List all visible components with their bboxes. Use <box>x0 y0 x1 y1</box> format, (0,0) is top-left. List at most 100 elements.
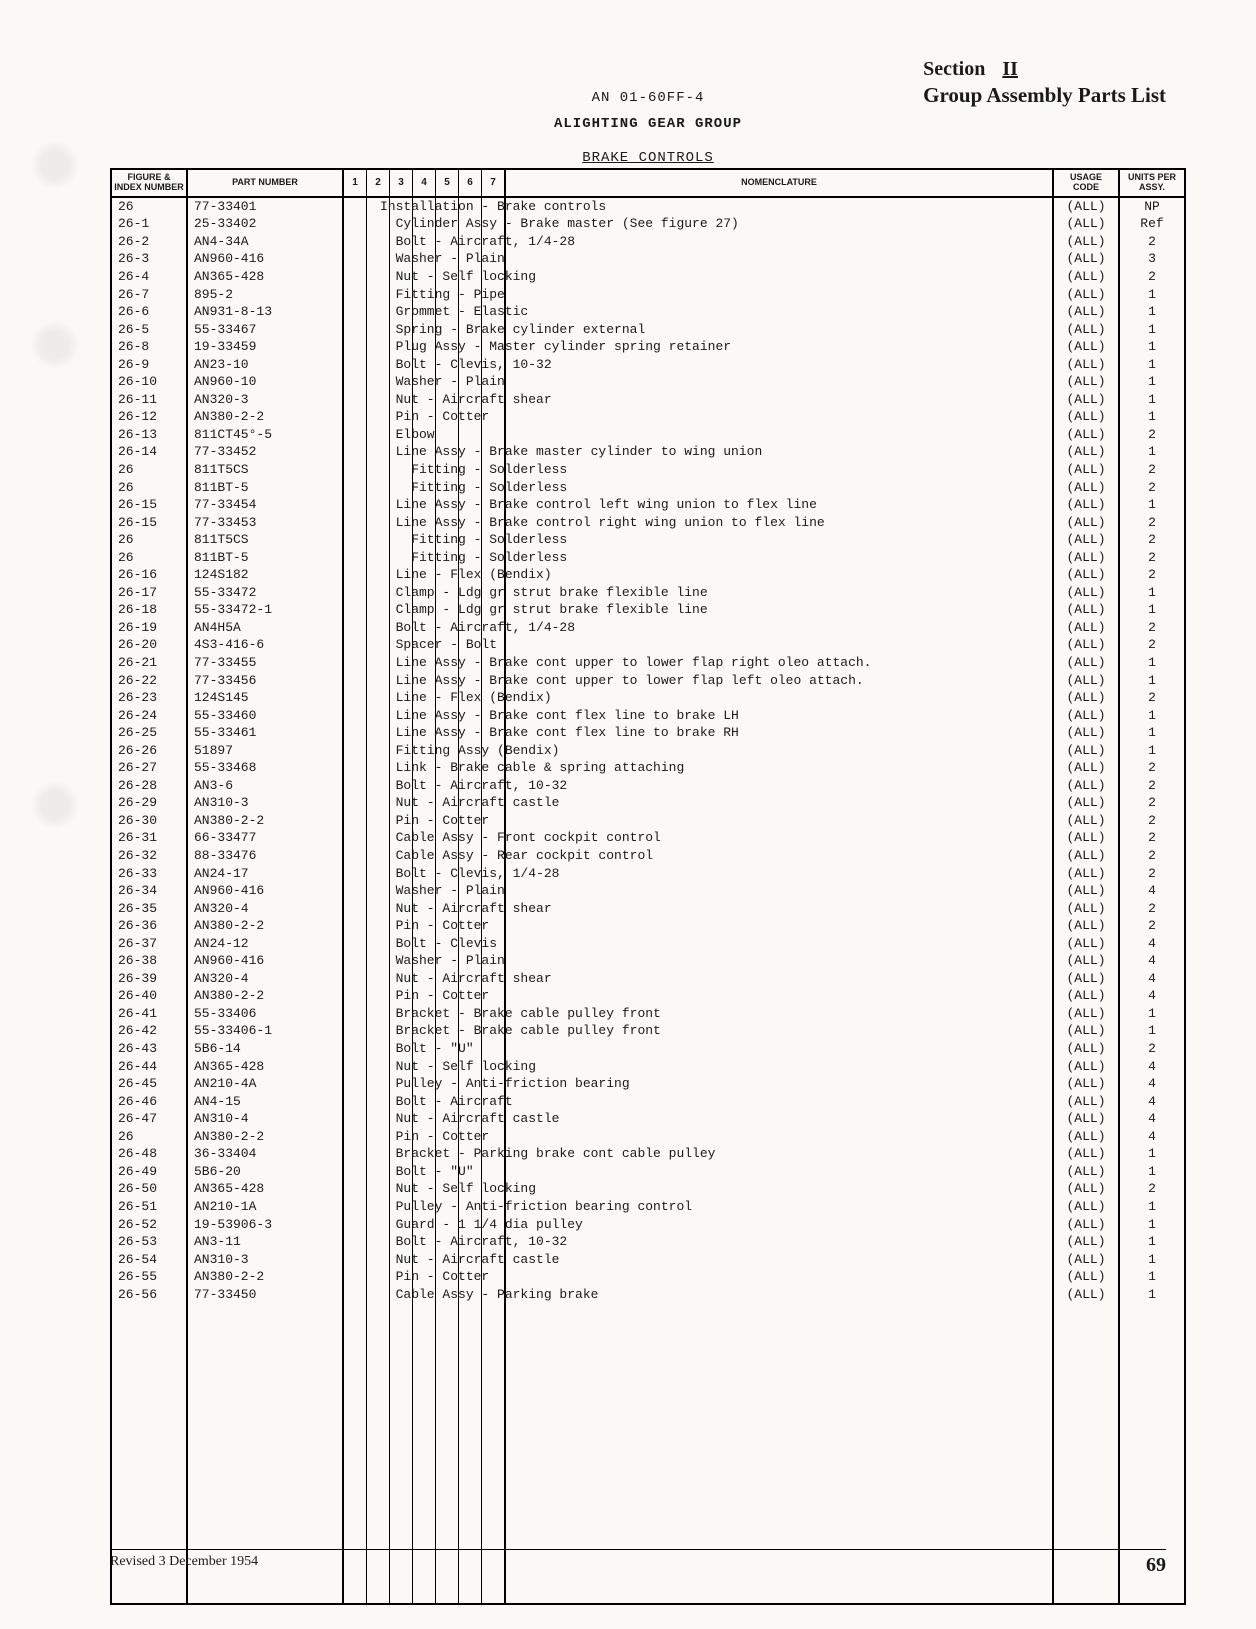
cell-nomenclature: Washer - Plain <box>379 882 927 900</box>
indent-guide <box>343 197 367 216</box>
cell-units: 1 <box>1119 286 1185 304</box>
cell-nomenclature: Line Assy - Brake control right wing uni… <box>379 514 927 532</box>
cell-part-number: 124S182 <box>187 566 343 584</box>
cell-figure-index: 26-9 <box>111 356 187 374</box>
cell-usage-code: (ALL) <box>1053 1163 1119 1181</box>
cell-usage-code: (ALL) <box>1053 303 1119 321</box>
cell-figure-index: 26-22 <box>111 672 187 690</box>
cell-usage-code: (ALL) <box>1053 689 1119 707</box>
cell-units: 4 <box>1119 1110 1185 1128</box>
cell-units: 1 <box>1119 584 1185 602</box>
cell-part-number: AN310-3 <box>187 794 343 812</box>
cell-nomenclature: Nut - Self locking <box>379 1058 927 1076</box>
cell-usage-code: (ALL) <box>1053 917 1119 935</box>
cell-nomenclature: Line Assy - Brake cont flex line to brak… <box>379 724 927 742</box>
cell-part-number: AN3-6 <box>187 777 343 795</box>
cell-figure-index: 26-42 <box>111 1022 187 1040</box>
cell-usage-code: (ALL) <box>1053 777 1119 795</box>
table-row: 26-1577-33454 Line Assy - Brake control … <box>111 496 1185 514</box>
cell-nomenclature: Nut - Aircraft castle <box>379 1110 927 1128</box>
indent-guide <box>343 1005 367 1023</box>
cell-units: 4 <box>1119 1058 1185 1076</box>
cell-usage-code: (ALL) <box>1053 970 1119 988</box>
cell-part-number: AN210-1A <box>187 1198 343 1216</box>
table-row: 26-13811CT45°-5 Elbow(ALL)2 <box>111 426 1185 444</box>
cell-usage-code: (ALL) <box>1053 531 1119 549</box>
cell-part-number: 77-33456 <box>187 672 343 690</box>
indent-guide <box>343 233 367 251</box>
cell-usage-code: (ALL) <box>1053 549 1119 567</box>
cell-figure-index: 26-33 <box>111 865 187 883</box>
cell-nomenclature: Nut - Aircraft shear <box>379 970 927 988</box>
cell-usage-code: (ALL) <box>1053 1093 1119 1111</box>
cell-nomenclature: Cable Assy - Parking brake <box>379 1286 927 1304</box>
indent-guide <box>343 1233 367 1251</box>
cell-units: 1 <box>1119 1268 1185 1286</box>
cell-part-number: 77-33455 <box>187 654 343 672</box>
indent-guide <box>343 917 367 935</box>
table-row: 26-2177-33455 Line Assy - Brake cont upp… <box>111 654 1185 672</box>
cell-units: 1 <box>1119 672 1185 690</box>
cell-part-number: 811BT-5 <box>187 549 343 567</box>
cell-part-number: AN310-4 <box>187 1110 343 1128</box>
cell-nomenclature: Nut - Self locking <box>379 268 927 286</box>
cell-figure-index: 26-50 <box>111 1180 187 1198</box>
cell-figure-index: 26-38 <box>111 952 187 970</box>
indent-guide <box>343 759 367 777</box>
col-indent-3: 3 <box>390 169 413 197</box>
table-row: 26-3288-33476 Cable Assy - Rear cockpit … <box>111 847 1185 865</box>
cell-usage-code: (ALL) <box>1053 1286 1119 1304</box>
cell-nomenclature: Grommet - Elastic <box>379 303 927 321</box>
table-row: 26-1477-33452 Line Assy - Brake master c… <box>111 443 1185 461</box>
cell-part-number: 77-33453 <box>187 514 343 532</box>
indent-guide <box>343 408 367 426</box>
table-row: 26-11AN320-3 Nut - Aircraft shear(ALL)1 <box>111 391 1185 409</box>
cell-units: 4 <box>1119 1075 1185 1093</box>
cell-nomenclature: Guard - 1 1/4 dia pulley <box>379 1216 927 1234</box>
indent-guide <box>343 865 367 883</box>
indent-guide <box>343 215 367 233</box>
cell-units: 1 <box>1119 303 1185 321</box>
cell-nomenclature: Bolt - Aircraft, 1/4-28 <box>379 233 927 251</box>
cell-units: 3 <box>1119 250 1185 268</box>
indent-guide <box>343 1110 367 1128</box>
cell-part-number: 55-33472 <box>187 584 343 602</box>
cell-figure-index: 26-51 <box>111 1198 187 1216</box>
cell-figure-index: 26-6 <box>111 303 187 321</box>
cell-usage-code: (ALL) <box>1053 1180 1119 1198</box>
cell-nomenclature: Pin - Cotter <box>379 917 927 935</box>
table-row: 26-2651897 Fitting Assy (Bendix)(ALL)1 <box>111 742 1185 760</box>
table-row: 26-19AN4H5A Bolt - Aircraft, 1/4-28(ALL)… <box>111 619 1185 637</box>
cell-usage-code: (ALL) <box>1053 742 1119 760</box>
cell-nomenclature: Nut - Aircraft shear <box>379 900 927 918</box>
indent-guide <box>343 777 367 795</box>
cell-nomenclature: Spring - Brake cylinder external <box>379 321 927 339</box>
cell-nomenclature: Bracket - Parking brake cont cable pulle… <box>379 1145 927 1163</box>
cell-usage-code: (ALL) <box>1053 479 1119 497</box>
section-line: Section II <box>923 58 1166 81</box>
col-indent-7: 7 <box>482 169 506 197</box>
cell-part-number: AN960-416 <box>187 952 343 970</box>
cell-usage-code: (ALL) <box>1053 1110 1119 1128</box>
indent-guide <box>343 321 367 339</box>
revised-date: Revised 3 December 1954 <box>110 1554 258 1577</box>
table-row: 26-10AN960-10 Washer - Plain(ALL)1 <box>111 373 1185 391</box>
cell-units: 2 <box>1119 531 1185 549</box>
cell-figure-index: 26-41 <box>111 1005 187 1023</box>
cell-figure-index: 26 <box>111 549 187 567</box>
hole-punch <box>30 780 80 830</box>
cell-usage-code: (ALL) <box>1053 426 1119 444</box>
cell-units: 2 <box>1119 812 1185 830</box>
cell-units: 2 <box>1119 268 1185 286</box>
col-indent-2: 2 <box>367 169 390 197</box>
cell-nomenclature: Line Assy - Brake master cylinder to win… <box>379 443 927 461</box>
indent-guide <box>343 426 367 444</box>
cell-nomenclature: Fitting - Solderless <box>379 479 927 497</box>
cell-figure-index: 26-29 <box>111 794 187 812</box>
cell-part-number: AN23-10 <box>187 356 343 374</box>
table-row: 26AN380-2-2 Pin - Cotter(ALL)4 <box>111 1128 1185 1146</box>
cell-part-number: 811T5CS <box>187 531 343 549</box>
cell-units: NP <box>1119 197 1185 216</box>
cell-nomenclature: Link - Brake cable & spring attaching <box>379 759 927 777</box>
cell-nomenclature: Line Assy - Brake cont upper to lower fl… <box>379 654 927 672</box>
